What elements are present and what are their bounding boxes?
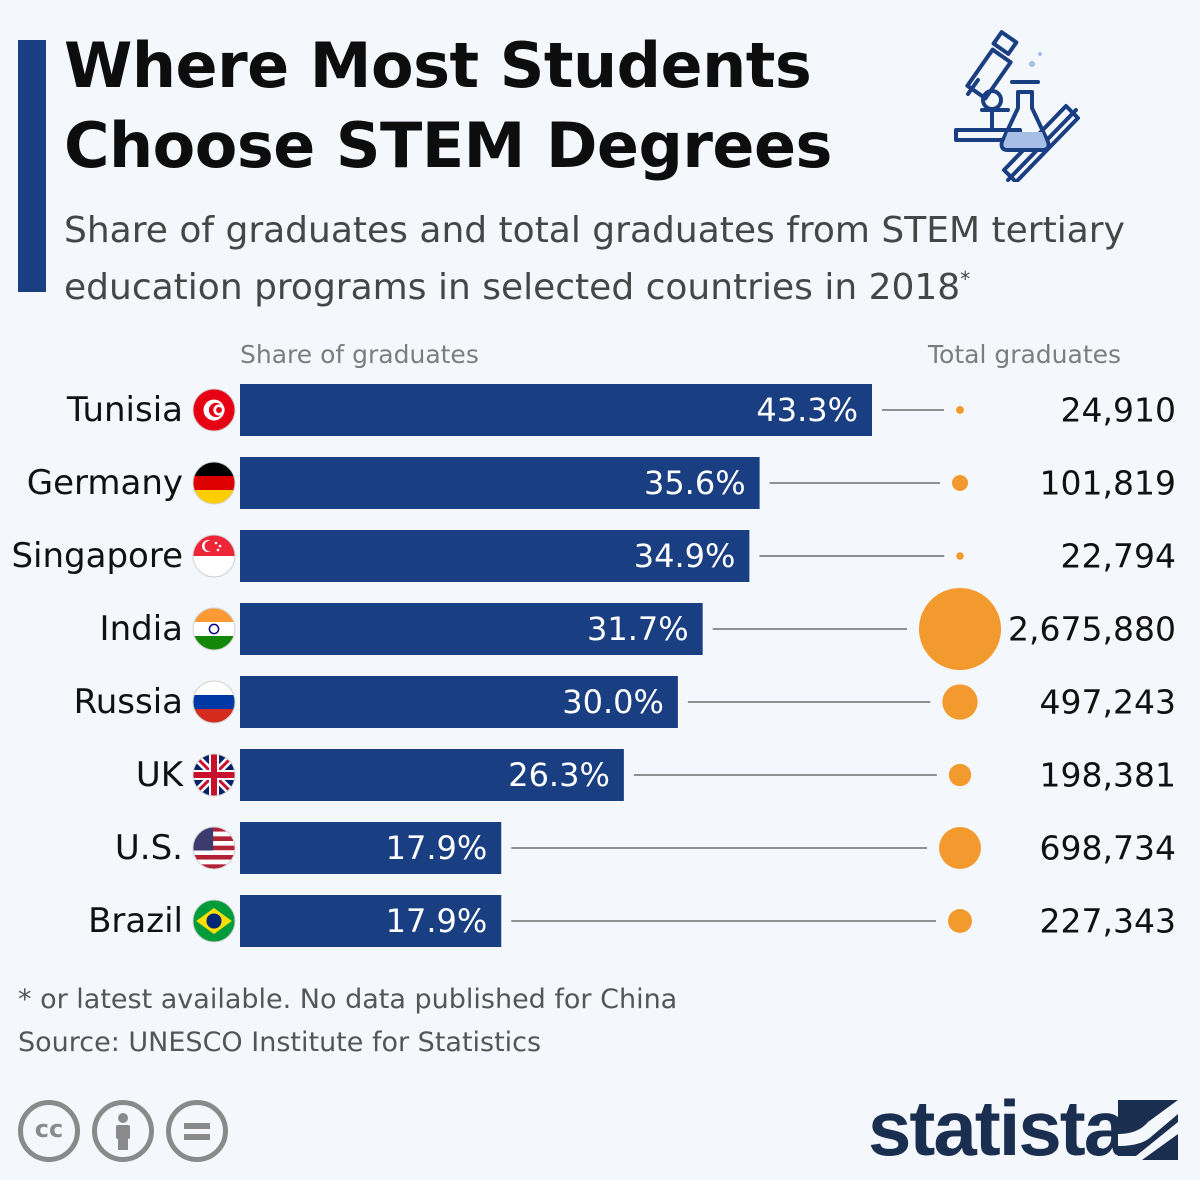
country-label: Germany	[27, 463, 183, 503]
equals-icon	[184, 1123, 210, 1140]
country-label: Tunisia	[66, 390, 183, 430]
total-value-label: 497,243	[1040, 683, 1176, 722]
chart-title: Where Most Students Choose STEM Degrees	[64, 29, 832, 182]
attribution-icon	[92, 1100, 154, 1162]
microscope-flask-diploma-icon	[954, 30, 1080, 182]
total-value-label: 2,675,880	[1008, 610, 1176, 649]
subtitle-footnote-mark: *	[960, 267, 971, 291]
total-value-label: 227,343	[1040, 902, 1176, 941]
germany-flag-icon	[192, 461, 236, 505]
country-label: India	[100, 609, 183, 649]
share-value-label: 26.3%	[508, 756, 610, 794]
subtitle-text: Share of graduates and total graduates f…	[64, 210, 1125, 308]
share-value-label: 17.9%	[386, 902, 488, 940]
total-value-label: 101,819	[1040, 464, 1176, 503]
total-bubble	[919, 588, 1001, 670]
footnote: * or latest available. No data published…	[18, 984, 678, 1015]
country-label: UK	[136, 755, 185, 795]
brazil-flag-icon	[192, 899, 236, 943]
cc-label: cc	[34, 1115, 64, 1143]
share-value-label: 35.6%	[644, 464, 746, 502]
tunisia-flag-icon	[192, 388, 236, 432]
total-bubble	[948, 763, 972, 787]
share-bar	[240, 822, 502, 874]
country-label: U.S.	[115, 828, 183, 868]
chart-subtitle: Share of graduates and total graduates f…	[64, 206, 1174, 312]
share-bar	[240, 457, 760, 509]
share-value-label: 17.9%	[386, 829, 488, 867]
india-flag-icon	[192, 607, 236, 651]
total-bubble	[952, 475, 968, 491]
total-value-label: 24,910	[1061, 391, 1176, 430]
share-bar	[240, 384, 872, 436]
share-value-label: 31.7%	[587, 610, 689, 648]
total-bubble	[942, 684, 978, 720]
share-bar	[240, 603, 703, 655]
total-bubble	[948, 909, 972, 933]
source-note: Source: UNESCO Institute for Statistics	[18, 1027, 542, 1058]
total-value-label: 198,381	[1040, 756, 1176, 795]
share-column-header: Share of graduates	[240, 340, 479, 369]
share-value-label: 34.9%	[634, 537, 736, 575]
accent-bar	[18, 40, 46, 292]
share-value-label: 43.3%	[756, 391, 858, 429]
share-value-label: 30.0%	[562, 683, 664, 721]
total-bubble	[939, 827, 981, 869]
russia-flag-icon	[192, 680, 236, 724]
no-derivatives-icon	[166, 1100, 228, 1162]
total-value-label: 22,794	[1061, 537, 1176, 576]
total-bubble	[956, 552, 964, 560]
share-bar	[240, 749, 624, 801]
statista-mark-icon	[1118, 1100, 1178, 1160]
share-bar	[240, 530, 750, 582]
total-column-header: Total graduates	[928, 340, 1122, 369]
total-bubble	[956, 406, 964, 414]
share-bar	[240, 676, 678, 728]
cc-icon: cc	[18, 1100, 80, 1162]
country-label: Brazil	[88, 901, 183, 941]
country-label: Singapore	[11, 536, 183, 576]
share-bar	[240, 895, 502, 947]
person-icon	[116, 1113, 130, 1150]
statista-wordmark: statista	[868, 1084, 1127, 1172]
singapore-flag-icon	[192, 534, 236, 578]
statista-logo: statista	[868, 1088, 1188, 1168]
total-value-label: 698,734	[1040, 829, 1176, 868]
us-flag-icon	[192, 826, 236, 870]
country-label: Russia	[74, 682, 183, 722]
uk-flag-icon	[192, 753, 236, 797]
